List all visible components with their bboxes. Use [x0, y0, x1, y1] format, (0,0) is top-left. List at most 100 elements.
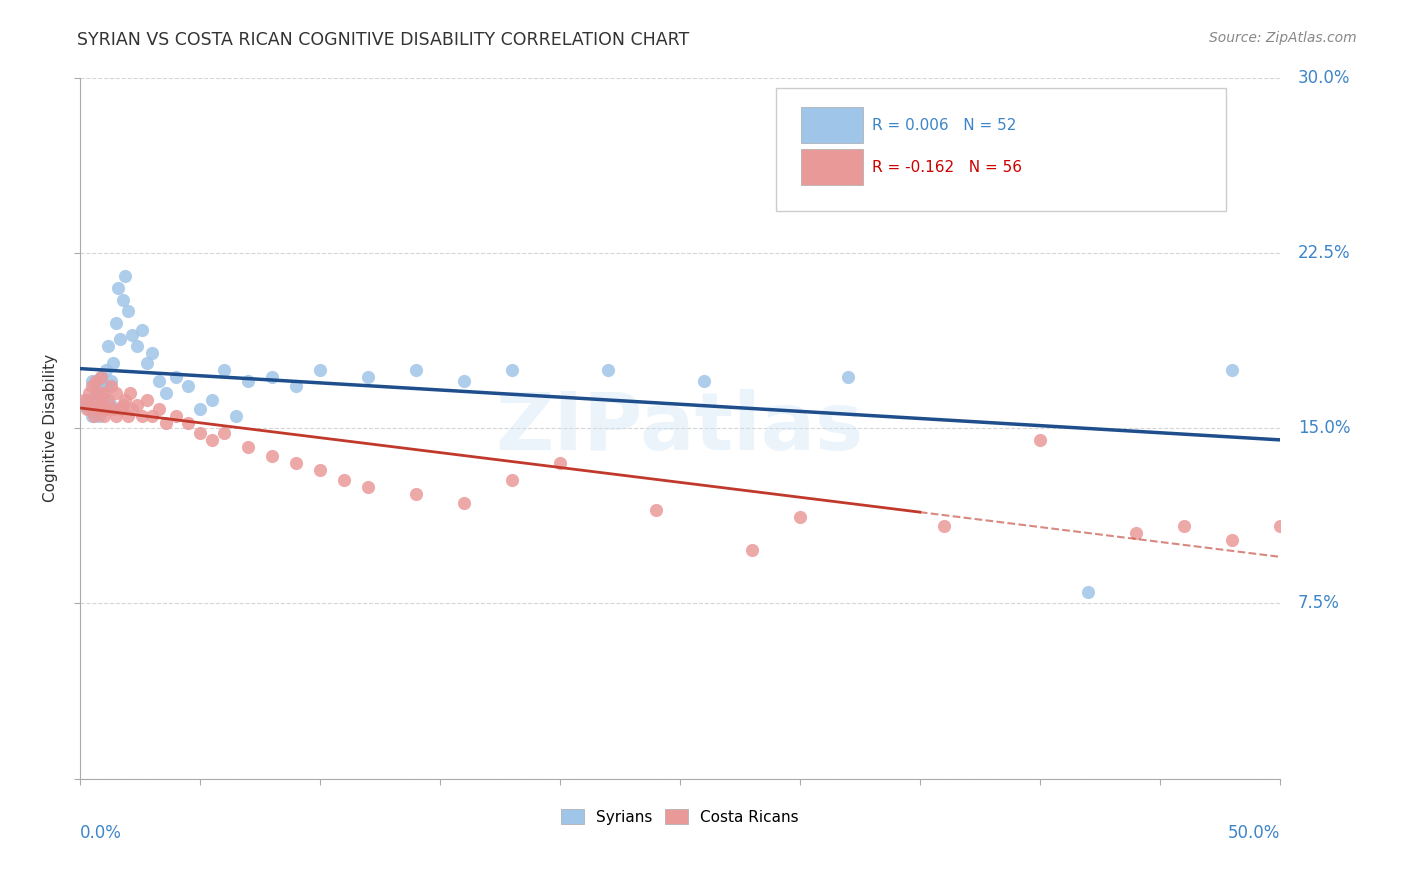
Point: [76, 392, 98, 407]
Point: [141, 346, 163, 360]
Text: 15.0%: 15.0%: [1298, 419, 1350, 437]
Point: [127, 339, 149, 353]
Point: [188, 425, 211, 440]
Point: [90, 369, 112, 384]
Point: [120, 386, 142, 401]
Point: [90, 398, 112, 412]
Point: [176, 417, 198, 431]
Point: [165, 369, 187, 384]
Point: [76, 402, 98, 417]
Point: [201, 433, 224, 447]
Point: [73, 398, 96, 412]
Point: [100, 375, 122, 389]
Point: [97, 339, 120, 353]
Point: [1173, 519, 1195, 533]
Point: [97, 392, 120, 407]
Point: [90, 369, 112, 384]
Point: [1077, 584, 1099, 599]
Point: [80, 375, 103, 389]
Point: [212, 425, 235, 440]
Point: [100, 379, 122, 393]
Point: [212, 362, 235, 376]
Point: [110, 332, 132, 346]
Point: [932, 519, 955, 533]
Point: [94, 362, 117, 376]
Point: [86, 386, 108, 401]
Point: [501, 362, 523, 376]
Point: [77, 398, 100, 412]
Point: [236, 440, 259, 454]
Point: [111, 398, 134, 412]
Point: [90, 398, 112, 412]
Point: [284, 456, 307, 470]
Point: [357, 369, 380, 384]
Point: [453, 496, 475, 510]
Point: [80, 379, 103, 393]
Point: [308, 362, 330, 376]
Point: [117, 409, 139, 424]
Text: Source: ZipAtlas.com: Source: ZipAtlas.com: [1209, 31, 1357, 45]
Point: [121, 327, 143, 342]
Text: 30.0%: 30.0%: [1298, 69, 1350, 87]
Point: [1220, 533, 1243, 548]
Point: [100, 398, 122, 412]
Point: [308, 463, 330, 477]
Point: [1125, 526, 1147, 541]
Point: [77, 386, 100, 401]
Text: 7.5%: 7.5%: [1298, 594, 1340, 613]
Text: R = 0.006   N = 52: R = 0.006 N = 52: [872, 118, 1017, 133]
Point: [236, 375, 259, 389]
Point: [131, 323, 153, 337]
Point: [86, 392, 108, 407]
Point: [104, 409, 127, 424]
Point: [1029, 433, 1052, 447]
Point: [405, 362, 427, 376]
Point: [93, 386, 115, 401]
Point: [135, 356, 157, 370]
Point: [644, 503, 666, 517]
Point: [73, 392, 96, 407]
Text: ZIPatlas: ZIPatlas: [496, 389, 863, 467]
Point: [110, 402, 132, 417]
Point: [741, 542, 763, 557]
Text: 22.5%: 22.5%: [1298, 244, 1351, 262]
Point: [103, 356, 125, 370]
Point: [80, 409, 103, 424]
Point: [87, 402, 110, 417]
Point: [86, 375, 108, 389]
Point: [1220, 362, 1243, 376]
Text: 0.0%: 0.0%: [80, 824, 121, 842]
Point: [104, 316, 127, 330]
Point: [405, 486, 427, 500]
Point: [86, 405, 108, 419]
Point: [148, 375, 170, 389]
Point: [135, 392, 157, 407]
Text: SYRIAN VS COSTA RICAN COGNITIVE DISABILITY CORRELATION CHART: SYRIAN VS COSTA RICAN COGNITIVE DISABILI…: [77, 31, 689, 49]
Point: [332, 473, 354, 487]
Point: [260, 369, 283, 384]
Point: [693, 375, 716, 389]
Point: [357, 479, 380, 493]
Point: [114, 269, 136, 284]
Point: [114, 392, 136, 407]
Point: [87, 386, 110, 401]
Point: [155, 386, 177, 401]
Point: [83, 409, 105, 424]
Point: [155, 417, 177, 431]
Point: [453, 375, 475, 389]
Point: [117, 304, 139, 318]
Point: [87, 409, 110, 424]
Point: [188, 402, 211, 417]
Point: [77, 402, 100, 417]
FancyBboxPatch shape: [801, 107, 863, 144]
Point: [93, 402, 115, 417]
Point: [501, 473, 523, 487]
FancyBboxPatch shape: [776, 88, 1226, 211]
Point: [93, 391, 115, 405]
Y-axis label: Cognitive Disability: Cognitive Disability: [44, 354, 58, 502]
Point: [111, 293, 134, 307]
Point: [104, 386, 127, 401]
Text: R = -0.162   N = 56: R = -0.162 N = 56: [872, 160, 1022, 175]
Point: [131, 409, 153, 424]
Point: [87, 379, 110, 393]
